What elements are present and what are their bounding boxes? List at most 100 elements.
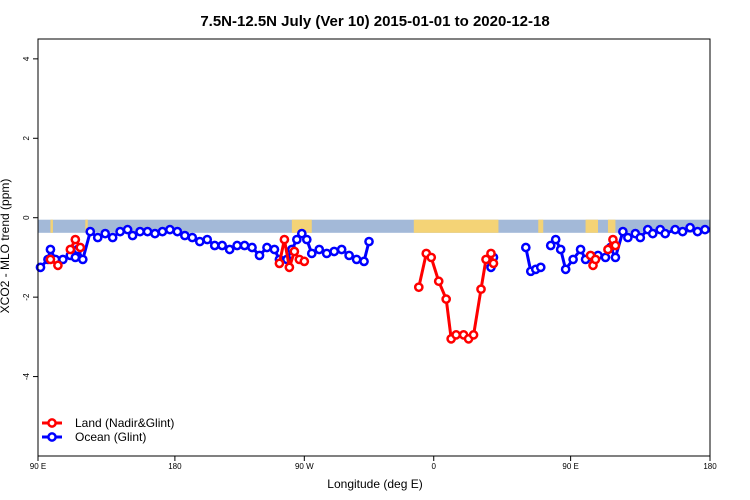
ocean-data-point [194, 236, 205, 247]
ocean-data-point [85, 226, 96, 237]
ocean-data-point [209, 240, 220, 251]
ocean-data-point [700, 224, 710, 235]
ocean-data-point [545, 240, 556, 251]
ocean-data-point [535, 262, 546, 273]
ocean-data-point [224, 244, 235, 255]
ocean-data-point [150, 228, 160, 239]
land-mask-segment [85, 219, 88, 233]
land-data-point [590, 254, 601, 265]
data-layer [35, 222, 710, 344]
ocean-data-point [77, 254, 88, 265]
ocean-data-point [660, 228, 671, 239]
land-mask-segment [585, 219, 598, 233]
ocean-data-point [575, 244, 586, 255]
ocean-data-point [296, 228, 307, 239]
land-mask-segment [607, 219, 616, 233]
ocean-data-point [70, 252, 81, 263]
land-mask-segment [413, 219, 499, 233]
x-tick-label: 180 [168, 462, 182, 471]
ocean-data-point [314, 244, 325, 255]
land-data-point [299, 256, 310, 267]
land-mask-segment [538, 219, 544, 233]
land-data-point [451, 330, 461, 340]
chart-title: 7.5N-12.5N July (Ver 10) 2015-01-01 to 2… [200, 13, 549, 30]
ocean-data-point [647, 228, 658, 239]
ocean-data-point [165, 224, 175, 235]
ocean-data-point [217, 240, 228, 251]
ocean-data-point [600, 252, 611, 263]
land-data-point [279, 234, 290, 245]
ocean-data-point [232, 240, 242, 251]
ocean-data-point [618, 226, 628, 237]
legend-land-label: Land (Nadir&Glint) [75, 416, 174, 430]
land-data-point [70, 234, 81, 245]
y-tick-label: 0 [22, 215, 31, 220]
legend-ocean-marker [47, 432, 57, 442]
ocean-data-point [670, 224, 681, 235]
x-tick-label: 90 W [295, 462, 314, 471]
ocean-data-point [364, 236, 374, 247]
land-data-point [45, 254, 56, 265]
land-data-point [284, 262, 295, 273]
ocean-data-point [550, 234, 561, 245]
y-tick-label: -2 [22, 293, 31, 301]
ocean-data-point [351, 254, 362, 265]
ocean-data-point [45, 244, 56, 255]
ocean-data-point [329, 246, 340, 257]
ocean-data-point [92, 232, 103, 243]
plot-frame [37, 38, 711, 457]
land-ocean-mask [38, 219, 710, 233]
x-tick-label: 0 [432, 462, 437, 471]
ocean-data-point [122, 224, 133, 235]
ocean-data-point [239, 240, 250, 251]
land-data-point [75, 242, 86, 253]
ocean-data-point [269, 244, 280, 255]
ocean-data-point [135, 226, 145, 237]
x-tick-label: 90 E [30, 462, 46, 471]
land-data-point [441, 294, 452, 304]
ocean-data-point [127, 230, 138, 241]
ocean-data-point [100, 228, 111, 239]
land-data-point [486, 248, 496, 259]
land-data-point [65, 244, 76, 255]
ocean-data-point [344, 250, 354, 261]
ocean-data-point [359, 256, 369, 267]
land-data-point [53, 260, 63, 271]
land-mask-segment [291, 219, 312, 233]
ocean-data-point [247, 242, 257, 253]
land-series-line [417, 252, 495, 341]
y-tick-label: -4 [22, 372, 31, 380]
ocean-data-point [172, 226, 183, 237]
ocean-data-point [254, 250, 265, 261]
ocean-data-point [635, 232, 646, 243]
ocean-data-point [187, 232, 198, 243]
ocean-data-point [610, 252, 621, 263]
y-tick-label: 2 [22, 136, 31, 141]
y-axis-label: XCO2 - MLO trend (ppm) [0, 179, 12, 314]
ocean-data-point [336, 244, 347, 255]
land-data-point [488, 258, 499, 269]
ocean-data-point [677, 226, 688, 237]
ocean-data-point [692, 226, 703, 237]
land-data-point [481, 254, 491, 265]
ocean-data-point [301, 234, 312, 245]
ocean-data-point [291, 234, 302, 245]
land-data-point [426, 252, 437, 263]
ocean-data-point [58, 254, 68, 265]
ocean-data-point [35, 262, 46, 273]
ocean-data-point [115, 226, 125, 237]
land-data-point [433, 276, 444, 287]
ocean-data-point [142, 226, 153, 237]
axes: 90 E 180 90 W 0 90 E 180 -4 -2 0 2 4 [22, 38, 717, 471]
ocean-data-point [685, 222, 695, 233]
x-axis-label: Longitude (deg E) [327, 477, 422, 491]
land-data-point [274, 258, 285, 269]
legend: Land (Nadir&Glint)Ocean (Glint) [42, 416, 174, 444]
ocean-data-point [568, 254, 578, 265]
ocean-data-point [520, 242, 531, 253]
y-tick-label: 4 [22, 56, 31, 61]
ocean-data-point [321, 248, 332, 259]
ocean-data-point [560, 264, 571, 275]
land-data-point [413, 282, 424, 293]
